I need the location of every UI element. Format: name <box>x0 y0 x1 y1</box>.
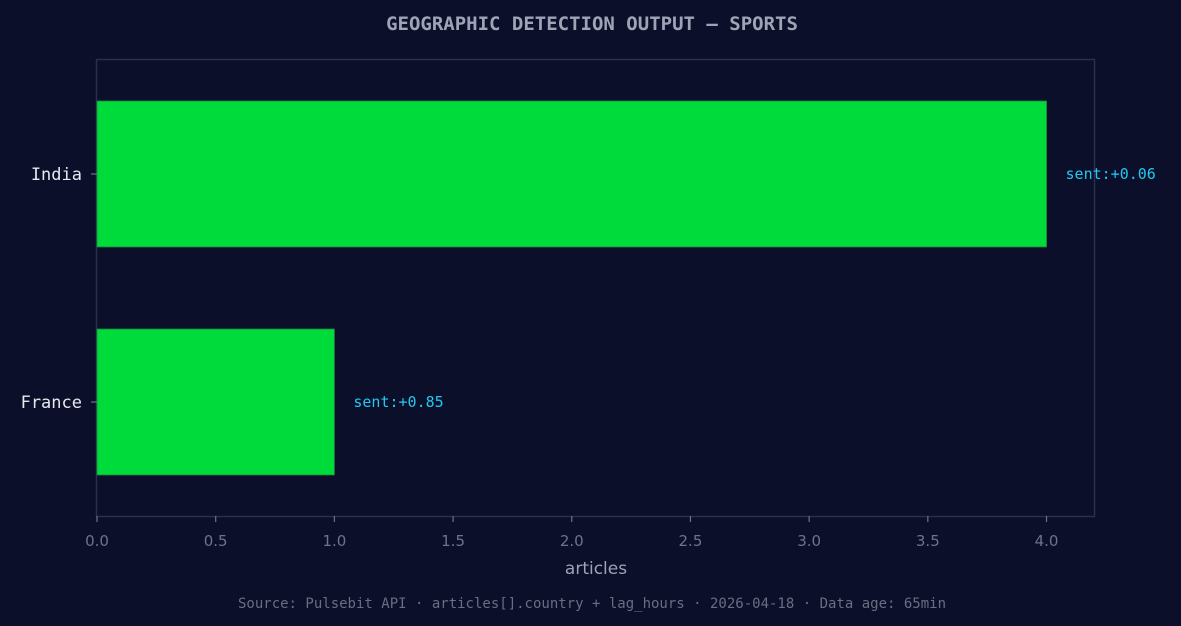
bar-annotation: sent:+0.85 <box>353 393 443 411</box>
x-tick-label: 4.0 <box>1035 532 1059 550</box>
bar-india <box>96 100 1047 248</box>
bar-france <box>96 328 335 476</box>
x-tick-label: 2.5 <box>679 532 703 550</box>
source-note: Source: Pulsebit API · articles[].countr… <box>238 596 946 612</box>
y-tick-label: India <box>31 165 82 185</box>
x-tick-label: 2.0 <box>560 532 584 550</box>
x-tick-label: 3.5 <box>916 532 940 550</box>
x-axis-label: articles <box>565 559 627 579</box>
chart-title: GEOGRAPHIC DETECTION OUTPUT — SPORTS <box>386 13 798 35</box>
x-tick-label: 1.0 <box>322 532 346 550</box>
x-tick-label: 1.5 <box>441 532 465 550</box>
y-tick-label: France <box>21 393 82 413</box>
x-tick-label: 0.0 <box>85 532 109 550</box>
plot-area <box>95 58 1096 518</box>
x-tick-label: 0.5 <box>204 532 228 550</box>
x-tick-label: 3.0 <box>797 532 821 550</box>
bar-annotation: sent:+0.06 <box>1066 165 1156 183</box>
